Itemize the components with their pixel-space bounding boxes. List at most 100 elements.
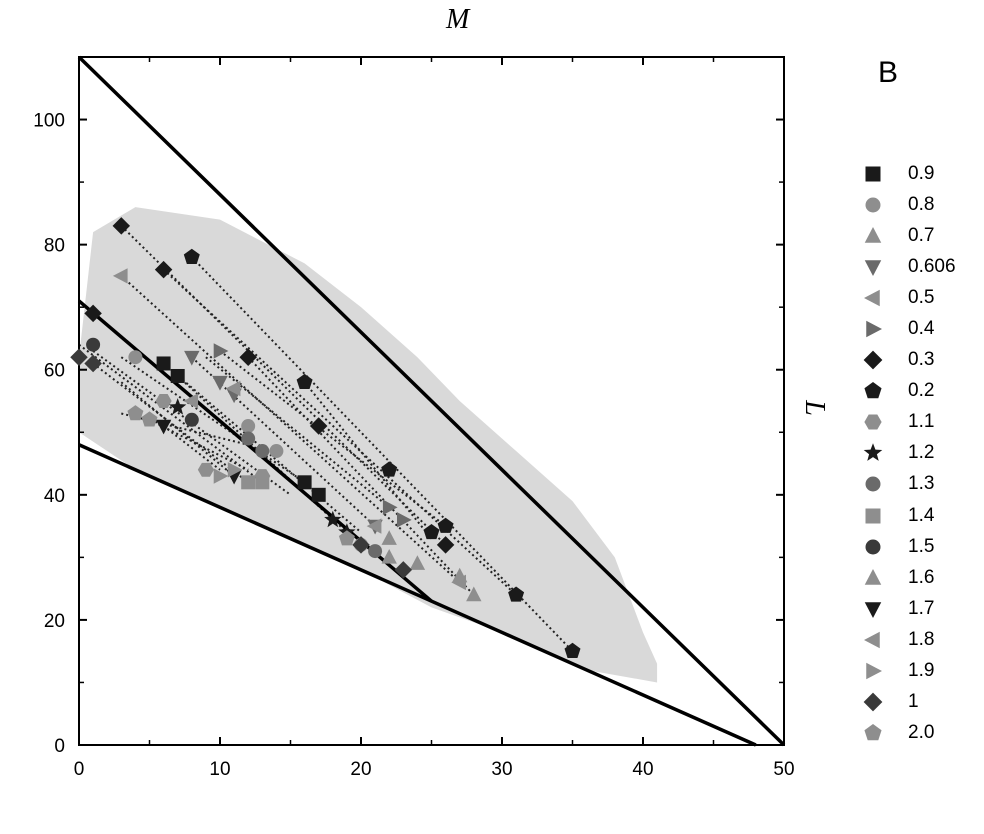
legend-item: 0.2	[858, 376, 956, 407]
data-point-square	[297, 475, 312, 490]
legend-label: 1.7	[908, 597, 935, 619]
legend-label: 0.7	[908, 224, 935, 246]
data-point-triangle-left	[451, 574, 466, 591]
data-point-circle	[368, 544, 383, 559]
data-point-triangle-left	[366, 518, 382, 534]
legend: 0.9 0.8 0.7 0.606 0.5 0.4 0.3 0.2 1.1 1.2 1.3 1.4 1.…	[858, 158, 956, 749]
x-tick-label: 20	[350, 759, 371, 780]
y-tick-label: 0	[54, 736, 65, 757]
tie-line	[92, 350, 292, 496]
legend-label: 1	[908, 691, 919, 713]
data-point-square	[255, 475, 270, 490]
legend-marker-triangle-left	[864, 289, 880, 307]
data-point-square	[241, 475, 256, 490]
data-point-pentagon	[381, 461, 398, 477]
data-point-square	[156, 356, 171, 371]
legend-marker-circle	[865, 539, 881, 555]
legend-marker-pentagon	[864, 724, 882, 741]
legend-label: 0.9	[908, 162, 935, 184]
data-point-diamond	[154, 260, 173, 279]
y-tick-label: 20	[44, 611, 65, 632]
legend-marker-triangle-left	[864, 631, 880, 649]
x-tick-label: 0	[74, 759, 85, 780]
data-point-pentagon	[437, 517, 454, 533]
data-point-pentagon	[296, 373, 313, 390]
legend-item: 1.3	[858, 469, 956, 500]
legend-label: 1.9	[908, 660, 935, 682]
data-point-circle	[241, 419, 256, 434]
tie-line	[149, 418, 249, 471]
legend-item: 1.9	[858, 656, 956, 687]
tie-line	[303, 381, 433, 540]
legend-item: 1.2	[858, 438, 956, 469]
x-tick-label: 30	[491, 759, 512, 780]
y-tick-label: 60	[44, 361, 65, 382]
y-tick-label: 100	[33, 111, 65, 132]
data-point-triangle-left	[225, 380, 241, 397]
data-point-triangle-up	[466, 586, 482, 602]
legend-item: 1.4	[858, 500, 956, 531]
data-point-triangle-right	[382, 499, 398, 516]
legend-label: 0.2	[908, 380, 935, 402]
data-point-triangle-up	[381, 548, 397, 564]
legend-marker-triangle-down	[864, 602, 882, 618]
data-point-star	[169, 398, 187, 415]
data-point-diamond	[309, 417, 328, 435]
legend-label: 1.5	[908, 535, 935, 557]
top-axis-label: M	[446, 4, 470, 35]
legend-item: 0.7	[858, 220, 956, 251]
legend-item: 0.9	[858, 158, 956, 189]
data-point-pentagon	[141, 411, 158, 427]
legend-item: 0.3	[858, 345, 956, 376]
legend-item: 1.7	[858, 593, 956, 624]
legend-marker-triangle-right	[866, 320, 882, 338]
data-point-diamond	[239, 348, 257, 366]
data-point-triangle-right	[213, 343, 229, 359]
data-point-pentagon	[183, 248, 200, 264]
legend-label: 1.2	[908, 442, 935, 464]
tie-line	[162, 425, 221, 471]
data-point-square	[170, 368, 185, 383]
data-point-pentagon	[127, 405, 144, 421]
panel-letter: B	[878, 56, 899, 89]
legend-label: 0.8	[908, 193, 935, 215]
right-axis-label: L	[798, 400, 830, 416]
data-point-triangle-down	[184, 350, 200, 366]
x-tick-label: 40	[632, 759, 653, 780]
legend-label: 1.4	[908, 504, 935, 526]
legend-item: 1.6	[858, 562, 956, 593]
legend-marker-pentagon	[864, 382, 882, 399]
legend-marker-hexagon	[864, 414, 882, 430]
data-point-triangle-down	[155, 419, 172, 435]
legend-item: 2.0	[858, 718, 956, 749]
data-point-triangle-down	[212, 375, 228, 391]
legend-marker-triangle-up	[864, 226, 882, 243]
legend-item: 0.606	[858, 251, 956, 282]
legend-marker-triangle-right	[866, 662, 882, 680]
x-tick-label: 10	[209, 759, 230, 780]
data-point-triangle-right	[397, 512, 412, 528]
legend-marker-square	[865, 508, 881, 524]
data-point-hexagon	[197, 462, 214, 477]
data-point-diamond	[352, 536, 370, 554]
data-point-triangle-right	[213, 468, 229, 484]
legend-label: 1.6	[908, 566, 935, 588]
legend-label: 1.1	[908, 411, 935, 433]
data-point-pentagon	[564, 642, 581, 658]
legend-marker-star	[863, 443, 883, 462]
y-tick-label: 80	[44, 236, 65, 257]
data-point-hexagon	[155, 394, 172, 408]
data-point-diamond	[84, 304, 102, 323]
legend-item: 0.5	[858, 282, 956, 313]
data-point-diamond	[84, 354, 102, 373]
data-point-pentagon	[338, 530, 355, 546]
data-point-square	[311, 487, 326, 502]
legend-item: 0.8	[858, 189, 956, 220]
data-point-diamond	[70, 348, 88, 366]
data-point-circle	[128, 350, 143, 365]
legend-label: 1.8	[908, 628, 935, 650]
legend-label: 0.606	[908, 255, 956, 277]
data-point-circle	[184, 412, 199, 427]
legend-item: 1	[858, 687, 956, 718]
legend-marker-circle	[865, 197, 881, 213]
